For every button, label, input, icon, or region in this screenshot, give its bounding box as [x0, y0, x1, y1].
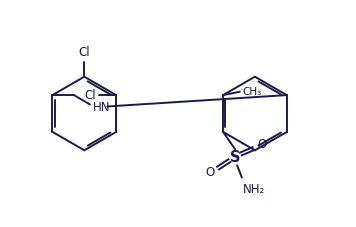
Text: Cl: Cl: [84, 89, 96, 102]
Text: O: O: [257, 138, 266, 151]
Text: Cl: Cl: [79, 46, 90, 59]
Text: HN: HN: [93, 101, 110, 114]
Text: NH₂: NH₂: [243, 183, 265, 196]
Text: CH₃: CH₃: [242, 87, 262, 97]
Text: O: O: [205, 166, 214, 179]
Text: S: S: [230, 150, 240, 165]
